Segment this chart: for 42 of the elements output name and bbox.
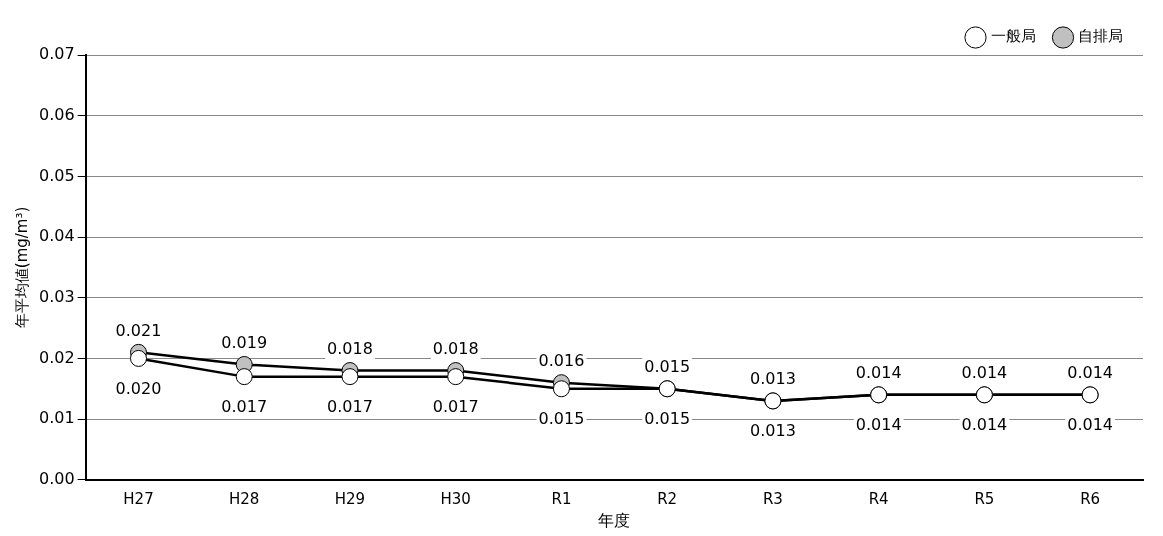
y-axis-title: 年平均値(mg/m³) (12, 206, 31, 329)
data-label: 0.013 (750, 421, 796, 441)
y-tick-label: 0.03 (39, 286, 75, 306)
y-tick-label: 0.00 (39, 468, 75, 488)
x-tick-label: H27 (123, 489, 154, 508)
x-tick-label: R5 (974, 489, 995, 508)
y-tick-label: 0.07 (39, 44, 75, 64)
data-label: 0.018 (327, 338, 373, 358)
x-tick-label: H28 (229, 489, 260, 508)
data-label: 0.015 (538, 408, 585, 428)
data-label: 0.014 (1067, 363, 1114, 382)
data-label: 0.018 (432, 338, 479, 358)
data-label: 0.015 (644, 356, 691, 376)
data-label: 0.021 (115, 320, 162, 340)
data-label: 0.019 (221, 332, 268, 352)
x-tick-label: R1 (551, 489, 572, 508)
x-tick-label: R6 (1080, 489, 1101, 508)
y-tick-label: 0.04 (39, 226, 75, 246)
y-tick-label: 0.05 (39, 165, 75, 185)
data-label: 0.014 (1067, 415, 1114, 434)
data-label: 0.017 (432, 396, 479, 416)
data-label: 0.016 (538, 350, 585, 370)
data-label: 0.017 (327, 396, 373, 416)
data-label: 0.014 (855, 415, 902, 434)
y-tick-label: 0.06 (39, 104, 75, 124)
data-label: 0.014 (961, 363, 1008, 382)
data-label: 0.013 (750, 369, 796, 389)
data-label: 0.014 (961, 415, 1008, 434)
y-tick-label: 0.02 (39, 347, 75, 367)
data-label: 0.015 (644, 408, 691, 428)
x-tick-label: R3 (762, 489, 783, 508)
x-tick-label: R4 (868, 489, 889, 508)
data-label: 0.017 (221, 396, 268, 416)
x-tick-label: H29 (334, 489, 366, 508)
x-axis-title: 年度 (598, 510, 631, 530)
x-tick-label: R2 (657, 489, 678, 508)
legend-label: 自排局 (1078, 27, 1123, 46)
y-tick-label: 0.01 (39, 408, 75, 428)
legend-label: 一般局 (990, 27, 1036, 46)
data-label: 0.014 (855, 363, 902, 382)
x-tick-label: H30 (440, 489, 471, 508)
data-label: 0.020 (115, 378, 162, 398)
